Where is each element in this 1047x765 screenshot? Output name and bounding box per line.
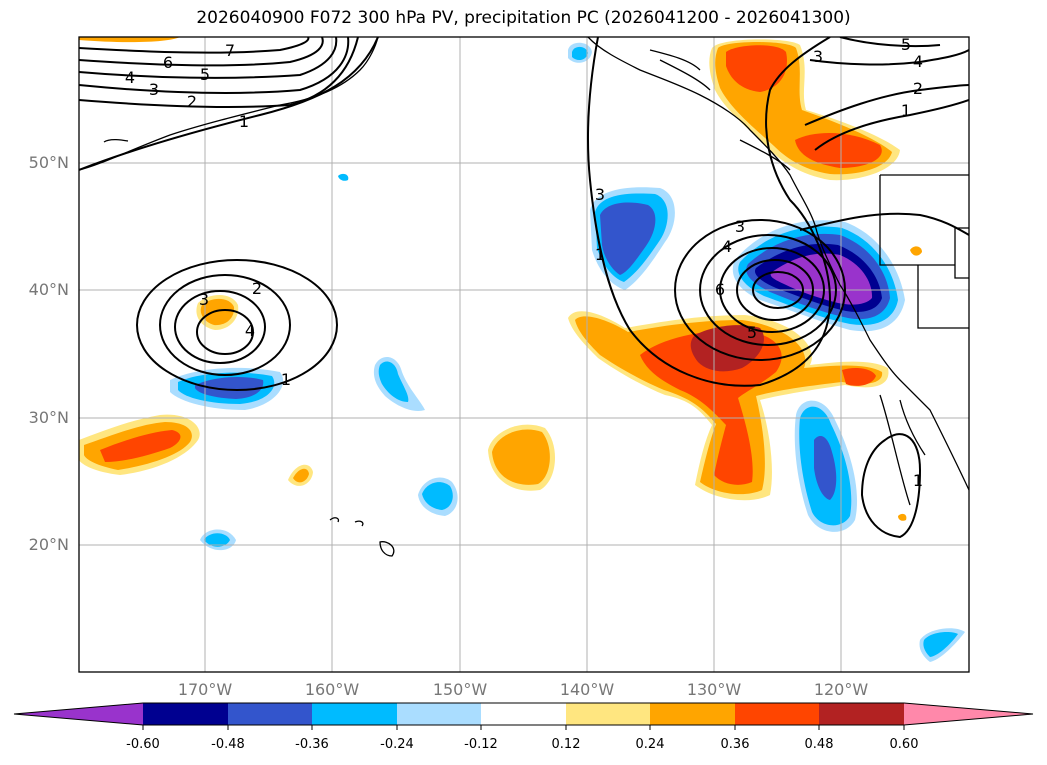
contour-label: 1 (901, 101, 911, 120)
lon-label-140w: 140°W (559, 680, 615, 699)
colorbar-tick-label: -0.48 (211, 737, 245, 752)
contour-label: 5 (200, 65, 210, 84)
precip-positive-area (200, 298, 235, 326)
precip-negative-area (378, 361, 409, 402)
colorbar-segment (481, 703, 566, 725)
precip-negative-area (923, 632, 958, 657)
colorbar-over-triangle (904, 703, 1033, 725)
graticule (79, 37, 969, 672)
lat-label-50n: 50°N (28, 153, 69, 172)
contour-label: 3 (595, 185, 605, 204)
contour-label: 3 (813, 47, 823, 66)
colorbar-tick-label: -0.24 (380, 737, 414, 752)
colorbar-segment (143, 703, 228, 725)
precip-negative-area (572, 46, 588, 61)
contour-label: 1 (913, 471, 923, 490)
colorbar-segment (228, 703, 312, 725)
contour-label: 2 (187, 92, 197, 111)
lon-label-160w: 160°W (304, 680, 360, 699)
contour-label: 2 (252, 279, 262, 298)
contour-label: 3 (149, 80, 159, 99)
colorbar-tick-label: -0.36 (295, 737, 329, 752)
lon-label-150w: 150°W (432, 680, 488, 699)
colorbar-segment (819, 703, 904, 725)
colorbar-ticks (142, 725, 905, 730)
colorbar-tick-label: -0.60 (126, 737, 160, 752)
colorbar-segment (312, 703, 397, 725)
contour-label: 7 (225, 41, 235, 60)
precip-positive-area (100, 430, 181, 462)
contour-label: 1 (239, 112, 249, 131)
lat-label-30n: 30°N (28, 408, 69, 427)
map-frame (78, 36, 970, 673)
lat-label-20n: 20°N (28, 535, 69, 554)
precip-negative-area (600, 202, 656, 275)
contour-label: 2 (913, 79, 923, 98)
chart-title: 2026040900 F072 300 hPa PV, precipitatio… (196, 8, 851, 28)
precip-positive-area (293, 468, 309, 483)
colorbar-under-triangle (14, 703, 143, 725)
colorbar-tick-label: -0.12 (464, 737, 498, 752)
lon-label-130w: 130°W (686, 680, 742, 699)
colorbar-segment (397, 703, 481, 725)
contour-label: 6 (163, 53, 173, 72)
precip-positive-area (79, 37, 180, 43)
contour-label: 5 (901, 35, 911, 54)
contour-label: 6 (715, 280, 725, 299)
colorbar-segment (566, 703, 650, 725)
pv-contours (79, 37, 969, 539)
precip-negative-area (422, 482, 453, 510)
contour-label: 4 (913, 52, 923, 71)
contour-label: 4 (245, 321, 255, 340)
precip-positive-area (726, 45, 787, 92)
colorbar-segment (735, 703, 819, 725)
colorbar-tick-label: 0.12 (551, 737, 581, 752)
precip-positive-area (842, 368, 876, 386)
contour-label: 1 (595, 245, 605, 264)
contour-label: 3 (199, 290, 209, 309)
colorbar-tick-label: 0.36 (720, 737, 750, 752)
colorbar-segment (650, 703, 735, 725)
contour-label: 3 (735, 217, 745, 236)
lon-label-120w: 120°W (813, 680, 869, 699)
precip-positive-area (492, 429, 550, 485)
precip-positive-area (795, 133, 882, 168)
precip-negative-area (204, 533, 230, 547)
colorbar-tick-label: 0.60 (889, 737, 919, 752)
precip-negative-area (195, 377, 264, 399)
precip-negative-area (338, 173, 349, 181)
precip-positive-area (898, 513, 907, 521)
lat-label-40n: 40°N (28, 280, 69, 299)
contour-label: 4 (722, 237, 732, 256)
contour-label: 4 (125, 68, 135, 87)
contour-label: 5 (747, 323, 757, 342)
colorbar-tick-label: 0.24 (635, 737, 665, 752)
colorbar-tick-label: 0.48 (804, 737, 834, 752)
contour-label: 1 (281, 370, 291, 389)
precip-positive-area (910, 246, 922, 256)
pv-contour-labels: 7 6 5 4 3 2 1 3 2 4 1 3 4 6 5 1 5 4 3 2 … (125, 35, 923, 490)
colorbar (13, 702, 1034, 730)
precip-negative-area (814, 436, 837, 500)
lon-label-170w: 170°W (177, 680, 233, 699)
